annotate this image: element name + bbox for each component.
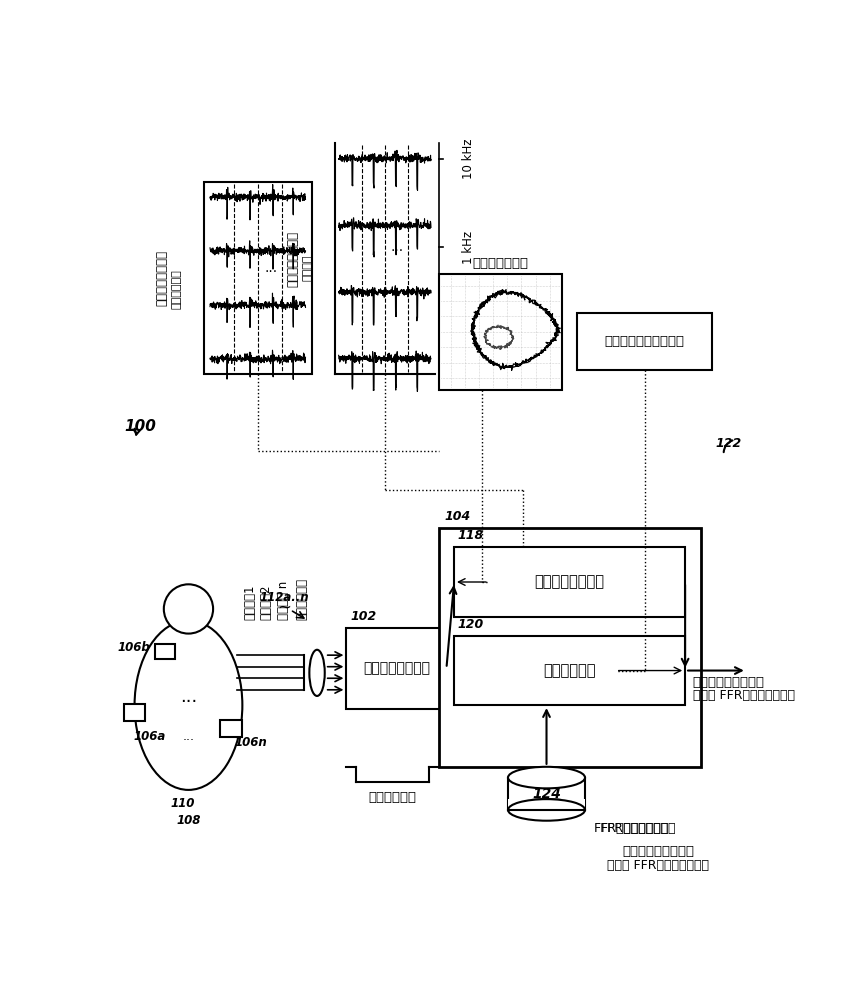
Text: 110: 110 xyxy=(170,797,194,810)
Circle shape xyxy=(164,584,213,634)
Text: FFR、狭窄、缺血库: FFR、狭窄、缺血库 xyxy=(601,822,677,835)
Text: （时间序列）: （时间序列） xyxy=(172,270,182,309)
Text: 机器学习分析: 机器学习分析 xyxy=(544,663,596,678)
Text: 表面电极2: 表面电极2 xyxy=(259,585,272,620)
Text: ...: ... xyxy=(180,688,197,706)
Bar xyxy=(204,182,311,374)
Text: 106n: 106n xyxy=(235,736,268,749)
Text: （频率）: （频率） xyxy=(303,255,313,281)
Ellipse shape xyxy=(134,620,242,790)
Text: （局部 FFR、狭窄、缺血）: （局部 FFR、狭窄、缺血） xyxy=(693,689,795,702)
Bar xyxy=(454,547,685,617)
Ellipse shape xyxy=(508,799,585,821)
Text: （局部 FFR、狭窄、缺血）: （局部 FFR、狭窄、缺血） xyxy=(607,859,709,872)
Text: 108: 108 xyxy=(176,814,201,827)
Text: 124: 124 xyxy=(532,787,561,801)
Bar xyxy=(155,644,176,659)
Text: 112a..n: 112a..n xyxy=(260,591,310,604)
Bar xyxy=(124,704,145,721)
Bar xyxy=(346,628,446,709)
Text: 118: 118 xyxy=(458,529,484,542)
Text: 100: 100 xyxy=(125,419,156,434)
Text: 表面电极1: 表面电极1 xyxy=(244,585,257,620)
Text: 疾病或生理特征估计: 疾病或生理特征估计 xyxy=(622,845,694,858)
Bar xyxy=(220,720,241,737)
Text: 106b: 106b xyxy=(117,641,150,654)
Text: 10 kHz: 10 kHz xyxy=(462,138,475,179)
Text: 多维相空间数据: 多维相空间数据 xyxy=(473,257,528,270)
Text: FFR、狭窄、缺血库: FFR、狭窄、缺血库 xyxy=(593,822,669,835)
Text: 无非线性滤波: 无非线性滤波 xyxy=(369,791,416,804)
Text: 共模参考导联: 共模参考导联 xyxy=(295,578,308,620)
Bar xyxy=(439,274,562,389)
Bar xyxy=(454,636,685,705)
Bar xyxy=(508,799,585,810)
Text: 疾病或生理特征估计: 疾病或生理特征估计 xyxy=(693,676,765,689)
Text: 122: 122 xyxy=(716,437,742,450)
Ellipse shape xyxy=(508,767,585,788)
Text: ...: ... xyxy=(390,240,403,254)
Text: ...: ... xyxy=(182,730,194,742)
Text: ...: ... xyxy=(264,261,278,275)
Text: 相空间数据的形态特征: 相空间数据的形态特征 xyxy=(604,335,684,348)
Text: 120: 120 xyxy=(458,618,484,631)
Text: 相空间变换和分析: 相空间变换和分析 xyxy=(534,574,604,589)
Text: 生物电势测量设备: 生物电势测量设备 xyxy=(363,662,430,676)
Bar xyxy=(577,312,712,370)
Text: 表面电极 n: 表面电极 n xyxy=(277,581,289,620)
Text: 宿带心脏梯度信号: 宿带心脏梯度信号 xyxy=(286,231,299,287)
Text: 102: 102 xyxy=(350,610,376,623)
Text: 宿带心脏梯度信号: 宿带心脏梯度信号 xyxy=(155,250,168,306)
Text: 1 kHz: 1 kHz xyxy=(462,230,475,264)
Text: 106a: 106a xyxy=(133,730,165,742)
Ellipse shape xyxy=(310,650,325,696)
Text: 104: 104 xyxy=(445,510,471,523)
Text: ~: ~ xyxy=(278,598,292,616)
Bar xyxy=(439,528,701,767)
